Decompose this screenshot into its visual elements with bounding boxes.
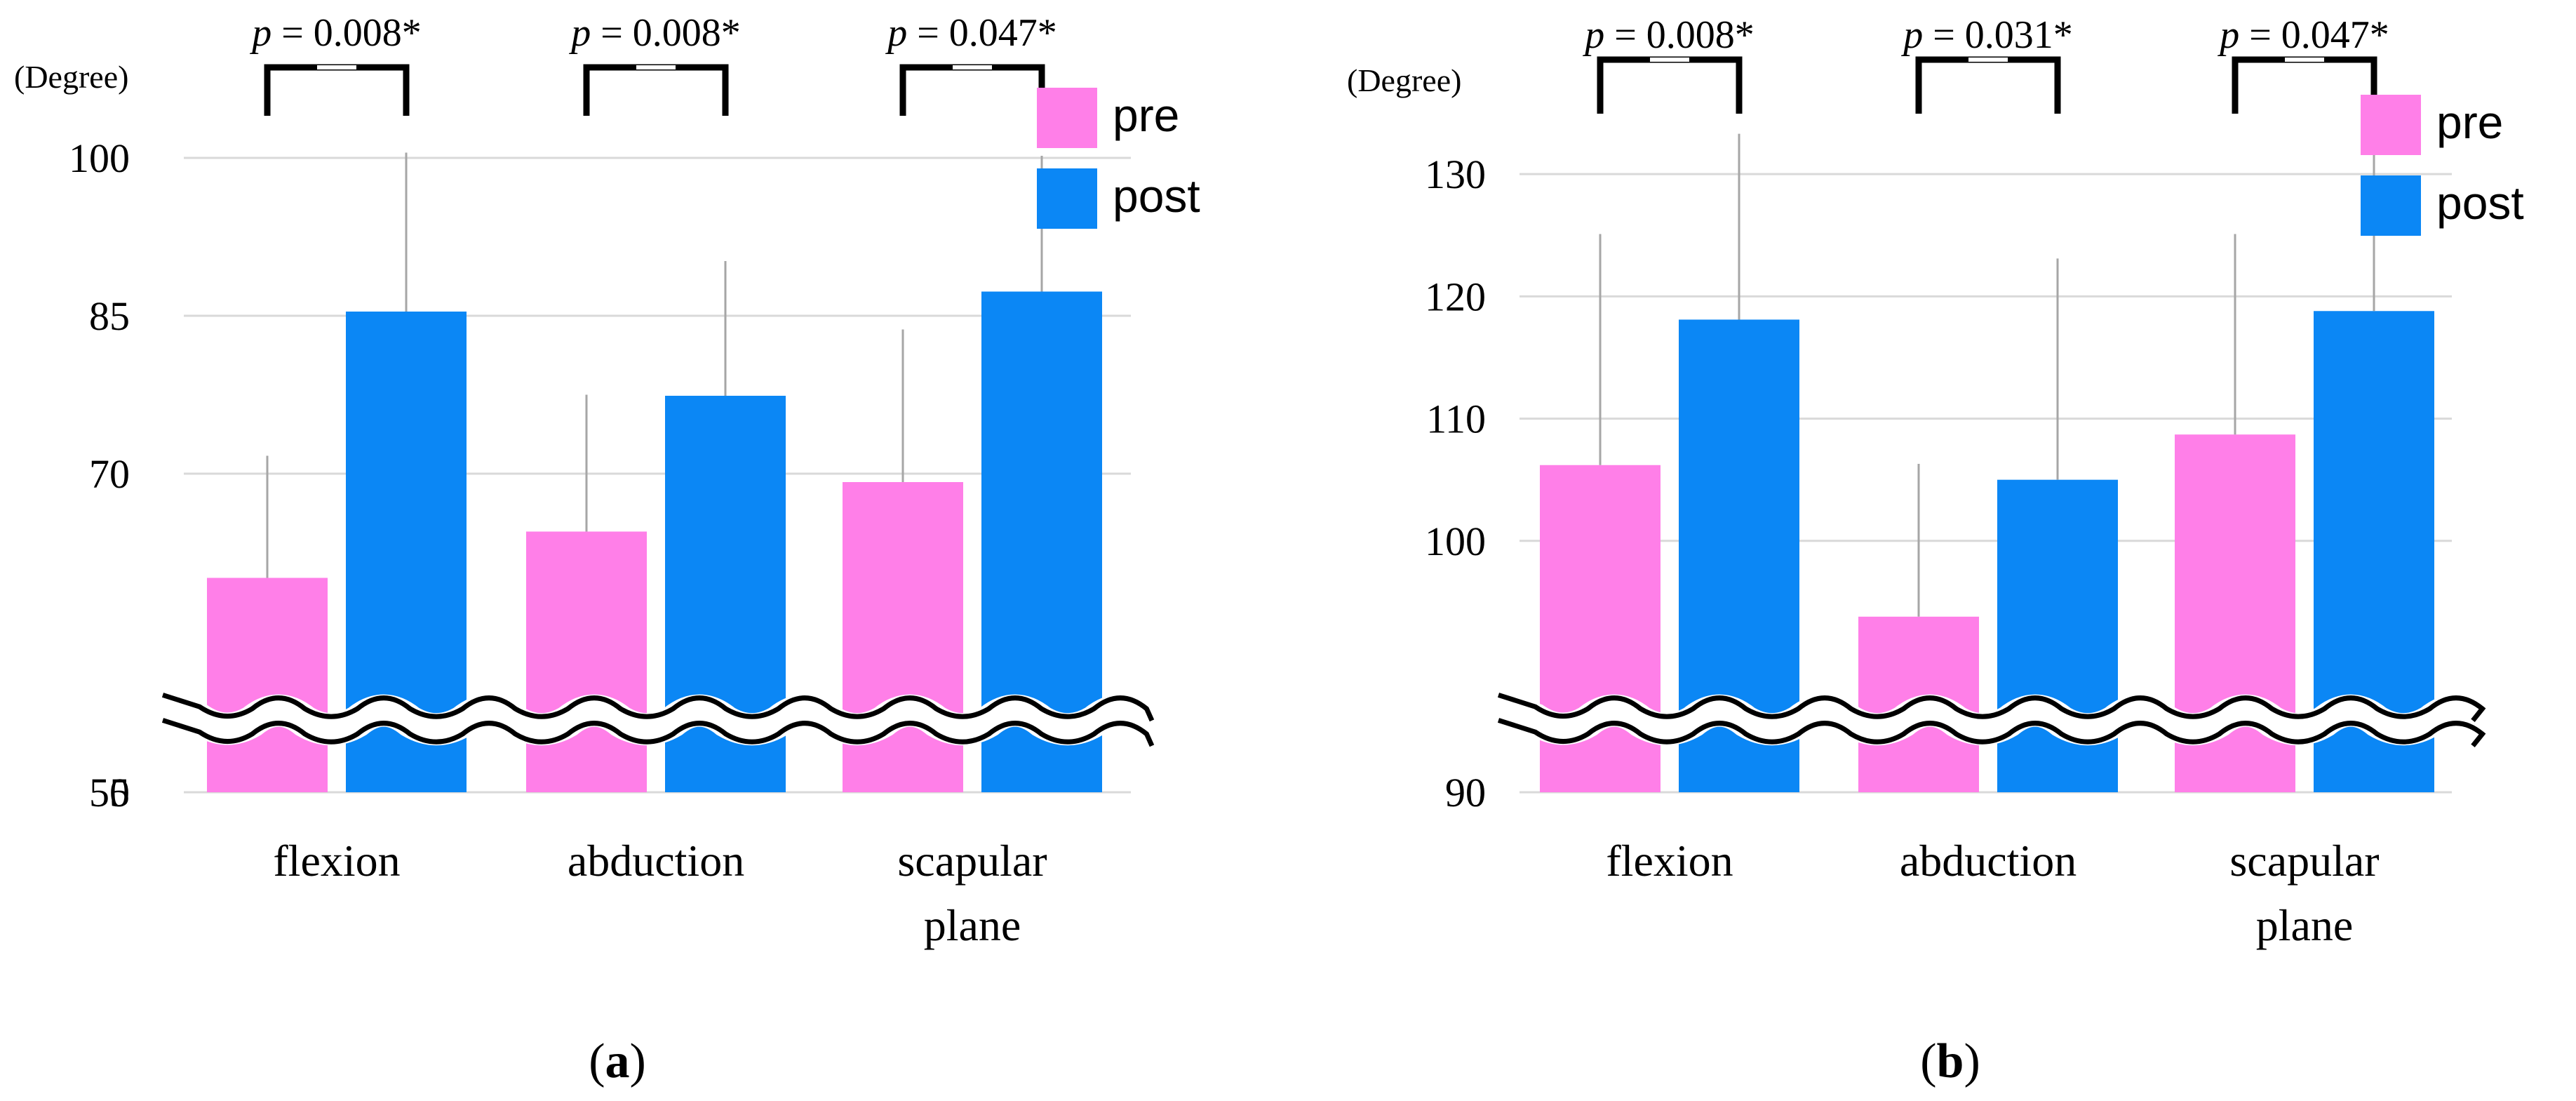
axis-break-band <box>157 692 1167 746</box>
axis-break-line-upper <box>161 693 1155 722</box>
y-tick-label: 55 <box>89 770 130 815</box>
y-tick-label: 0 <box>1465 770 1486 815</box>
significance-label: p = 0.008* <box>1582 13 1755 57</box>
x-category-label: flexion <box>1606 836 1733 886</box>
legend-swatch-post <box>2361 175 2421 236</box>
axis-break-line-lower <box>161 718 1155 747</box>
legend-label-pre: pre <box>2436 96 2503 148</box>
x-category-label: plane <box>924 900 1021 950</box>
unit-label: (Degree) <box>14 59 128 95</box>
panel-label-b: (b) <box>1920 1034 1980 1088</box>
significance-label: p = 0.047* <box>885 11 1057 55</box>
y-tick-label: 130 <box>1425 152 1486 197</box>
significance-bracket <box>1915 56 2061 114</box>
bar-pre <box>207 578 328 792</box>
significance-bracket <box>264 64 410 116</box>
legend-swatch-pre <box>1037 88 1097 148</box>
legend-label-post: post <box>1113 170 1200 222</box>
y-tick-label: 120 <box>1425 274 1486 319</box>
significance-bracket <box>899 64 1045 116</box>
bracket-notch <box>1968 58 2008 62</box>
bracket-notch <box>953 65 992 69</box>
legend-swatch-pre <box>2361 95 2421 155</box>
y-tick-label: 90 <box>1445 770 1486 815</box>
axis-break-line-lower <box>1497 718 2486 747</box>
y-tick-label: 85 <box>89 293 130 339</box>
x-category-label: scapular <box>2229 836 2379 886</box>
y-tick-label: 0 <box>109 770 130 815</box>
significance-label: p = 0.008* <box>249 11 422 55</box>
bar-post <box>1997 479 2118 792</box>
y-tick-label: 100 <box>1425 519 1486 564</box>
y-tick-label: 100 <box>69 135 130 181</box>
significance-bracket <box>583 64 729 116</box>
significance-label: p = 0.031* <box>1900 13 2073 57</box>
panel-label-a: (a) <box>589 1034 646 1088</box>
bracket-notch <box>2285 58 2324 62</box>
bracket-notch <box>636 65 676 69</box>
axis-break-line-upper <box>1497 693 2486 722</box>
y-tick-label: 110 <box>1426 396 1486 442</box>
legend-label-post: post <box>2436 177 2524 229</box>
axis-break-band <box>1493 692 2505 746</box>
bar-pre <box>843 482 963 792</box>
chart-panel-b: (Degree) 090 100 110 120 130 flexion abduction s… <box>1347 13 2524 950</box>
significance-bracket <box>1597 56 1743 114</box>
significance-label: p = 0.008* <box>568 11 741 55</box>
chart-panel-a: (Degree) 055 70 85 100 flexion abduction scapul… <box>14 11 1200 950</box>
x-category-label: flexion <box>273 836 400 886</box>
legend-label-pre: pre <box>1113 89 1179 141</box>
x-category-label: scapular <box>897 836 1047 886</box>
x-category-label: abduction <box>568 836 744 886</box>
bar-pre <box>526 531 647 792</box>
y-tick-label: 70 <box>89 451 130 497</box>
bracket-notch <box>1650 58 1689 62</box>
unit-label: (Degree) <box>1347 62 1461 98</box>
significance-bracket <box>2232 56 2377 114</box>
legend-swatch-post <box>1037 168 1097 229</box>
bracket-notch <box>317 65 356 69</box>
x-category-label: plane <box>2256 900 2354 950</box>
significance-label: p = 0.047* <box>2217 13 2389 57</box>
x-category-label: abduction <box>1900 836 2077 886</box>
